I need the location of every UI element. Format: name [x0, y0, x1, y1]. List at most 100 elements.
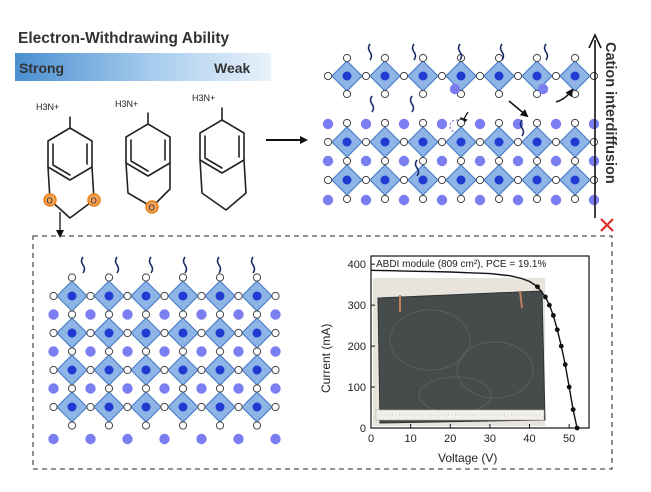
b-site-cation — [570, 71, 580, 81]
halide-ion — [271, 328, 280, 338]
halide-ion — [551, 71, 561, 81]
a-site-cation — [436, 118, 448, 130]
a-site-cation — [360, 118, 372, 130]
a-site-cation — [85, 383, 96, 394]
halide-ion — [252, 384, 262, 393]
b-site-cation — [418, 137, 428, 147]
b-site-cation — [104, 365, 114, 375]
a-site-cation — [48, 346, 59, 357]
halide-ion — [494, 194, 504, 204]
organic-spacer-chain — [414, 159, 420, 177]
halide-ion — [494, 118, 504, 128]
a-site-cation — [322, 194, 334, 206]
x-tick-label: 20 — [444, 433, 456, 445]
halide-ion — [178, 384, 188, 393]
b-site-cation — [380, 137, 390, 147]
halide-ion — [342, 156, 352, 166]
molecule-group: H3N+ O O H3N+ O H3N+ — [36, 93, 247, 219]
b-site-cation — [178, 291, 188, 301]
halide-ion — [104, 347, 114, 356]
halide-ion — [494, 53, 504, 63]
jv-point — [566, 384, 572, 390]
diffusion-arrow — [555, 88, 574, 103]
x-tick-label: 40 — [523, 433, 535, 445]
jv-point — [562, 362, 568, 367]
halide-ion — [197, 402, 206, 412]
halide-ion — [86, 365, 95, 375]
halide-ion — [123, 402, 132, 412]
halide-ion — [437, 175, 447, 185]
halide-ion — [494, 89, 504, 99]
b-site-cation — [456, 175, 466, 185]
jv-point — [546, 302, 552, 308]
halide-ion — [456, 156, 466, 166]
a-site-cation — [398, 118, 410, 130]
halide-ion — [252, 347, 262, 356]
halide-ion — [252, 273, 262, 282]
halide-ion — [551, 175, 561, 185]
b-site-cation — [570, 175, 580, 185]
halide-ion — [141, 421, 151, 430]
organic-spacer-chain — [114, 256, 120, 274]
organic-spacer-chain — [499, 43, 505, 61]
jv-point — [550, 312, 556, 318]
chart-xlabel: Voltage (V) — [438, 451, 497, 465]
a-site-cation — [85, 433, 96, 445]
a-site-cation — [270, 309, 281, 320]
halide-ion — [234, 365, 243, 375]
halide-ion — [532, 194, 542, 204]
jv-point — [535, 284, 540, 290]
cross-icon — [600, 218, 614, 232]
oxygen-atom — [87, 193, 101, 207]
halide-ion — [215, 310, 225, 319]
x-tick-label: 50 — [563, 433, 575, 445]
halide-ion — [160, 365, 169, 375]
b-site-cation — [178, 402, 188, 412]
b-site-cation — [104, 402, 114, 412]
a-site-cation — [48, 433, 59, 445]
halide-ion — [86, 291, 95, 301]
a-site-cation — [233, 383, 244, 394]
halide-ion — [342, 53, 352, 63]
b-site-cation — [380, 175, 390, 185]
a-site-cation — [122, 346, 133, 357]
b-site-cation — [215, 365, 225, 375]
b-site-cation — [494, 137, 504, 147]
halide-ion — [215, 421, 225, 430]
halide-ion — [271, 402, 280, 412]
halide-ion — [67, 310, 77, 319]
b-site-cation — [342, 175, 352, 185]
halide-ion — [252, 421, 262, 430]
jv-point — [543, 294, 548, 300]
a-site-cation — [159, 433, 170, 445]
a-site-cation — [233, 433, 244, 445]
a-site-cation — [233, 309, 244, 320]
weak-label: Weak — [214, 60, 251, 76]
a-site-cation — [398, 194, 410, 206]
halide-ion — [570, 194, 580, 204]
halide-ion — [271, 365, 280, 375]
organic-spacer-chain — [409, 95, 415, 113]
b-site-cation — [532, 71, 542, 81]
top-lattice — [322, 43, 600, 206]
halide-ion — [197, 328, 206, 338]
b-site-cation — [141, 328, 151, 338]
halide-ion — [532, 156, 542, 166]
a-site-cation — [196, 309, 207, 320]
a-site-cation — [512, 194, 524, 206]
halide-ion — [197, 365, 206, 375]
a-site-cation — [270, 433, 281, 445]
halide-ion — [475, 71, 485, 81]
organic-spacer-chain — [457, 43, 463, 61]
a-site-cation — [550, 155, 562, 167]
b-site-cation — [418, 175, 428, 185]
halide-ion — [437, 71, 447, 81]
b-site-cation — [215, 402, 225, 412]
halide-ion — [513, 71, 523, 81]
molecule-2: H3N+ O — [115, 99, 171, 214]
a-site-cation — [449, 83, 461, 95]
halide-ion — [160, 328, 169, 338]
halide-ion — [570, 53, 580, 63]
a-site-cation — [588, 118, 600, 130]
b-site-cation — [342, 137, 352, 147]
